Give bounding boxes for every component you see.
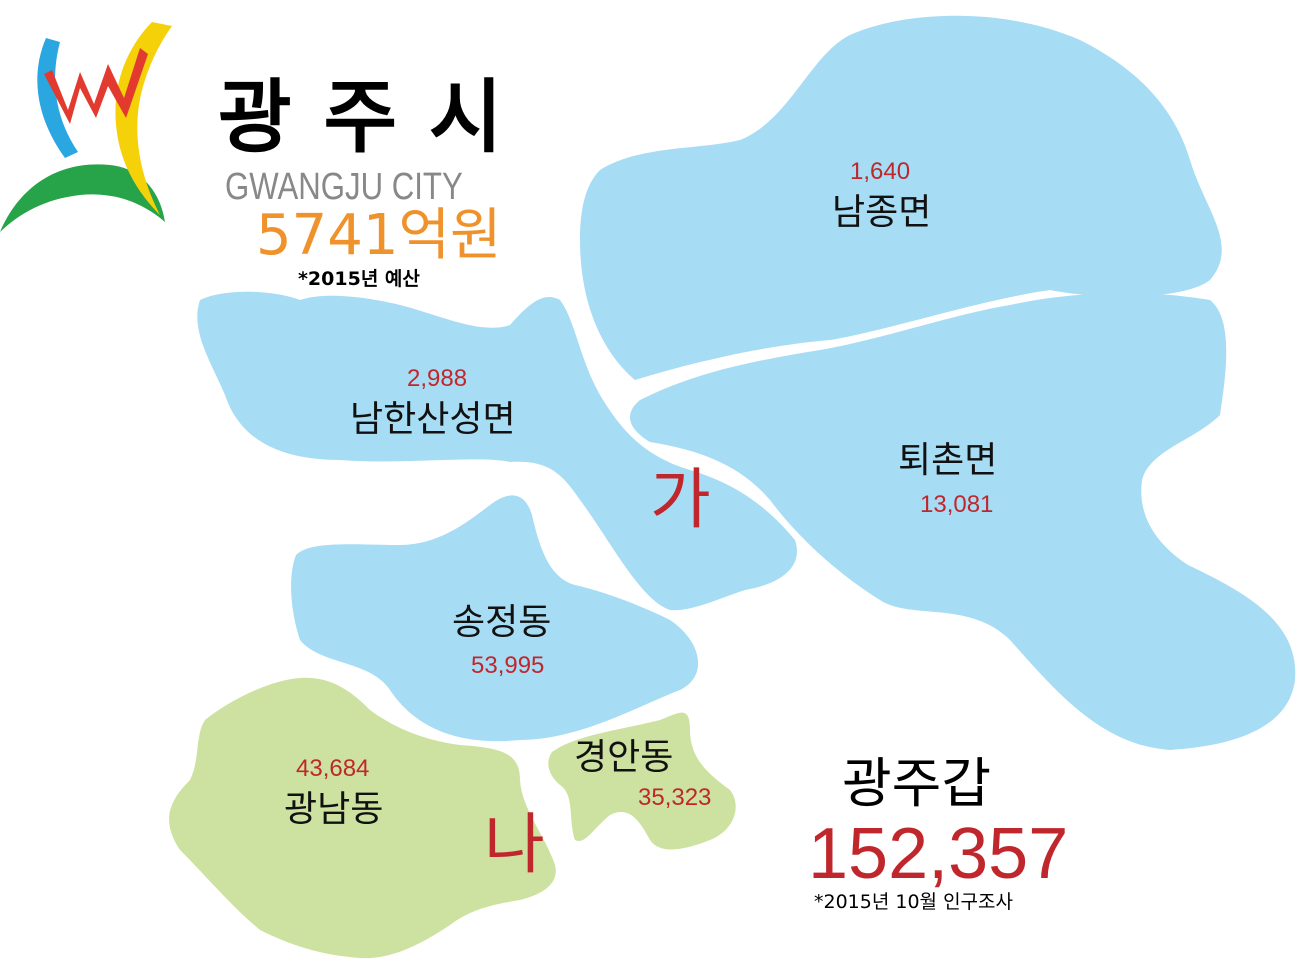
district-label-gyeongan: 경안동 — [574, 737, 674, 778]
constituency-name: 광주갑 — [842, 752, 992, 815]
budget-note: *2015년 예산 — [298, 268, 420, 290]
region-songjeong — [291, 495, 699, 742]
region-namhansanseong — [197, 291, 797, 611]
budget-amount: 5741억원 — [256, 203, 502, 268]
population-namjong: 1,640 — [850, 158, 911, 185]
population-toechon: 13,081 — [920, 491, 994, 518]
district-label-toechon: 퇴촌면 — [898, 440, 998, 481]
city-subtitle: GWANGJU CITY — [225, 166, 463, 208]
district-label-namjong: 남종면 — [832, 192, 932, 233]
district-label-gwangnam: 광남동 — [284, 789, 384, 830]
city-logo — [0, 22, 172, 232]
region-gyeongan — [548, 712, 736, 850]
population-gyeongan: 35,323 — [638, 784, 712, 811]
district-label-namhansanseong: 남한산성면 — [350, 399, 516, 440]
city-title: 광 주 시 — [218, 71, 505, 164]
population-gwangnam: 43,684 — [296, 755, 370, 782]
population-songjeong: 53,995 — [471, 652, 545, 679]
region-namjong — [580, 15, 1222, 380]
total-population: 152,357 — [808, 814, 1069, 894]
zone-label-ga: 가 — [650, 461, 711, 538]
zone-label-na: 나 — [484, 806, 545, 883]
census-note: *2015년 10월 인구조사 — [814, 891, 1013, 913]
district-label-songjeong: 송정동 — [452, 602, 552, 643]
region-toechon — [629, 293, 1296, 750]
region-gwangnam — [169, 677, 556, 959]
population-namhansanseong: 2,988 — [407, 365, 468, 392]
